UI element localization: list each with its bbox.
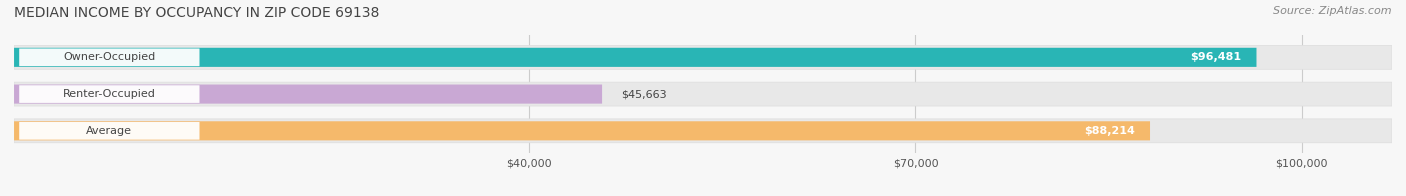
Text: $45,663: $45,663	[621, 89, 666, 99]
Text: MEDIAN INCOME BY OCCUPANCY IN ZIP CODE 69138: MEDIAN INCOME BY OCCUPANCY IN ZIP CODE 6…	[14, 6, 380, 20]
Text: Renter-Occupied: Renter-Occupied	[63, 89, 156, 99]
FancyBboxPatch shape	[14, 45, 1392, 69]
Text: Source: ZipAtlas.com: Source: ZipAtlas.com	[1274, 6, 1392, 16]
FancyBboxPatch shape	[14, 84, 602, 104]
FancyBboxPatch shape	[14, 82, 1392, 106]
FancyBboxPatch shape	[14, 121, 1150, 140]
FancyBboxPatch shape	[14, 48, 1257, 67]
Text: $88,214: $88,214	[1084, 126, 1135, 136]
FancyBboxPatch shape	[20, 85, 200, 103]
FancyBboxPatch shape	[14, 119, 1392, 143]
FancyBboxPatch shape	[20, 122, 200, 140]
Text: Average: Average	[86, 126, 132, 136]
Text: $96,481: $96,481	[1189, 52, 1241, 62]
Text: Owner-Occupied: Owner-Occupied	[63, 52, 156, 62]
FancyBboxPatch shape	[20, 49, 200, 66]
